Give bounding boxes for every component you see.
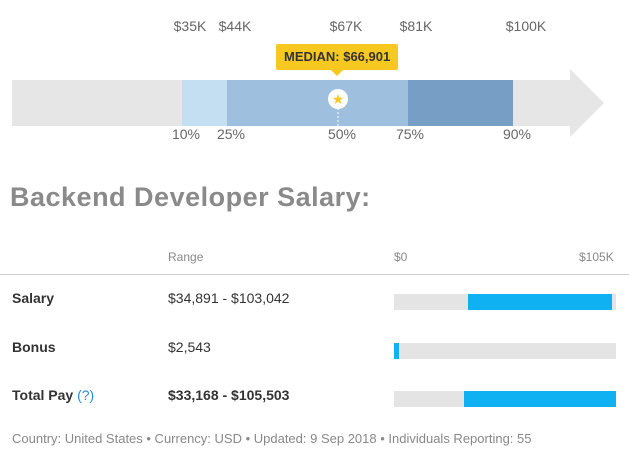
total-pay-help-link[interactable]: (?) <box>77 387 95 403</box>
salary-range-bar <box>394 294 616 310</box>
band-25-75 <box>227 80 408 126</box>
scale-min-label: $0 <box>394 250 408 264</box>
tick-top-p25: $44K <box>218 18 252 34</box>
tick-top-p50: $67K <box>329 18 363 34</box>
salary-range-fill <box>467 294 612 310</box>
bonus-range-fill <box>394 343 400 359</box>
tick-top-p10: $35K <box>173 18 207 34</box>
tick-bottom-p90: 90% <box>502 126 532 142</box>
footer-meta: Country: United States • Currency: USD •… <box>12 431 532 446</box>
tick-top-p75: $81K <box>399 18 433 34</box>
tick-bottom-p10: 10% <box>171 126 201 142</box>
table-divider <box>0 274 629 275</box>
row-value-total-pay: $33,168 - $105,503 <box>168 387 290 403</box>
row-label-salary: Salary <box>12 290 55 306</box>
scale-max-label: $105K <box>579 250 614 264</box>
total-pay-range-fill <box>464 391 616 407</box>
median-badge: MEDIAN: $66,901 <box>276 44 399 76</box>
total-pay-range-bar <box>394 391 616 407</box>
range-header: Range <box>168 250 204 264</box>
row-value-salary: $34,891 - $103,042 <box>168 290 290 306</box>
band-10-25 <box>182 80 227 126</box>
median-star-icon: ★ <box>328 89 348 109</box>
row-label-bonus: Bonus <box>12 339 56 355</box>
band-75-90 <box>408 80 513 126</box>
tick-bottom-p25: 25% <box>216 126 246 142</box>
percentile-chart: $35K $44K $67K $81K $100K 10% 25% 50% 75… <box>0 0 629 170</box>
row-label-total-pay: Total Pay (?) <box>12 387 94 403</box>
row-value-bonus: $2,543 <box>168 339 211 355</box>
bonus-range-bar <box>394 343 616 359</box>
tick-bottom-p50: 50% <box>327 126 357 142</box>
total-pay-label: Total Pay <box>12 387 74 403</box>
median-badge-pointer <box>331 70 343 76</box>
tick-bottom-p75: 75% <box>395 126 425 142</box>
percentile-arrow-svg <box>12 69 604 137</box>
page-title: Backend Developer Salary: <box>10 182 371 212</box>
median-label: MEDIAN: $66,901 <box>284 49 391 64</box>
tick-top-p90: $100K <box>505 18 547 34</box>
